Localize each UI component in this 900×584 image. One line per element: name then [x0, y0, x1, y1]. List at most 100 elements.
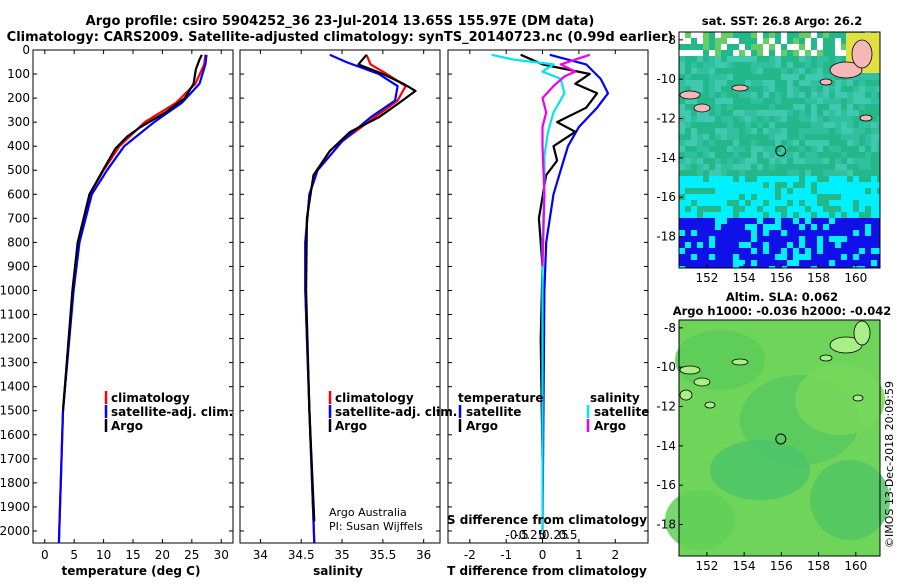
diff-series-s-argo — [541, 53, 591, 267]
sst-cell — [787, 50, 793, 56]
sst-cell — [787, 218, 793, 224]
sst-cell — [685, 50, 691, 56]
sst-cell — [793, 248, 799, 254]
sst-cell — [709, 56, 715, 62]
sst-cell — [685, 68, 691, 74]
sst-cell — [787, 248, 793, 254]
sst-cell — [733, 170, 739, 176]
sst-cell — [829, 236, 835, 242]
sst-cell — [733, 206, 739, 212]
sst-cell — [817, 152, 823, 158]
sst-cell — [853, 140, 859, 146]
sst-cell — [751, 92, 757, 98]
sst-cell — [799, 32, 805, 38]
sst-cell — [715, 176, 721, 182]
sst-cell — [799, 158, 805, 164]
sst-cell — [835, 260, 841, 266]
sst-cell — [865, 212, 871, 218]
sst-cell — [733, 236, 739, 242]
sst-cell — [847, 194, 853, 200]
sst-cell — [703, 206, 709, 212]
sst-cell — [739, 266, 745, 268]
sst-cell — [871, 248, 877, 254]
sst-cell — [817, 128, 823, 134]
sst-cell — [859, 164, 865, 170]
sst-cell — [829, 260, 835, 266]
sst-cell — [781, 98, 787, 104]
sst-cell — [787, 242, 793, 248]
sst-cell — [727, 104, 733, 110]
sst-float-marker — [775, 145, 787, 157]
sst-cell — [751, 254, 757, 260]
sst-cell — [823, 104, 829, 110]
sst-cell — [703, 152, 709, 158]
sla-map-xtick-label: 156 — [770, 559, 793, 573]
sst-cell — [829, 104, 835, 110]
diff-xtick-label: 1 — [575, 548, 583, 562]
sst-map-ytick-label: -16 — [656, 190, 676, 204]
temp-xtick-label: 20 — [155, 548, 170, 562]
sst-cell — [745, 248, 751, 254]
sst-cell — [859, 86, 865, 92]
sst-cell — [835, 152, 841, 158]
sst-cell — [877, 248, 880, 254]
sst-cell — [709, 170, 715, 176]
sst-cell — [829, 110, 835, 116]
sst-cell — [721, 44, 727, 50]
sst-map-ytick-label: -12 — [656, 112, 676, 126]
sst-cell — [817, 200, 823, 206]
sst-cell — [841, 200, 847, 206]
sst-cell — [721, 182, 727, 188]
sst-cell — [679, 56, 685, 62]
sst-cell — [781, 74, 787, 80]
sst-cell — [757, 116, 763, 122]
sla-float-marker — [775, 433, 787, 445]
sst-cell — [787, 122, 793, 128]
sst-cell — [877, 236, 880, 242]
sst-cell — [781, 158, 787, 164]
sst-cell — [685, 104, 691, 110]
sst-cell — [829, 158, 835, 164]
sst-cell — [751, 146, 757, 152]
sst-cell — [781, 92, 787, 98]
sst-cell — [739, 224, 745, 230]
sst-cell — [703, 68, 709, 74]
sst-cell — [871, 230, 877, 236]
sst-cell — [769, 218, 775, 224]
sst-cell — [679, 146, 685, 152]
sst-cell — [709, 218, 715, 224]
sst-cell — [715, 74, 721, 80]
sst-cell — [811, 170, 817, 176]
sst-cell — [715, 50, 721, 56]
sst-cell — [727, 260, 733, 266]
sst-cell — [871, 206, 877, 212]
sst-cell — [715, 134, 721, 140]
sst-cell — [685, 230, 691, 236]
sst-cell — [841, 128, 847, 134]
sst-cell — [763, 170, 769, 176]
sst-cell — [709, 146, 715, 152]
sst-cell — [751, 62, 757, 68]
sst-cell — [781, 260, 787, 266]
sst-cell — [763, 218, 769, 224]
sst-cell — [853, 122, 859, 128]
sst-cell — [751, 260, 757, 266]
sst-cell — [823, 158, 829, 164]
sst-cell — [847, 158, 853, 164]
sst-cell — [745, 182, 751, 188]
sst-cell — [691, 176, 697, 182]
sst-cell — [865, 248, 871, 254]
sst-cell — [745, 242, 751, 248]
sst-cell — [787, 116, 793, 122]
sst-cell — [787, 140, 793, 146]
sst-cell — [781, 122, 787, 128]
sst-cell — [745, 104, 751, 110]
sst-cell — [841, 98, 847, 104]
sst-cell — [799, 110, 805, 116]
sst-cell — [841, 242, 847, 248]
sst-cell — [739, 236, 745, 242]
sst-cell — [841, 152, 847, 158]
sst-cell — [859, 146, 865, 152]
sst-cell — [829, 194, 835, 200]
sst-cell — [769, 128, 775, 134]
